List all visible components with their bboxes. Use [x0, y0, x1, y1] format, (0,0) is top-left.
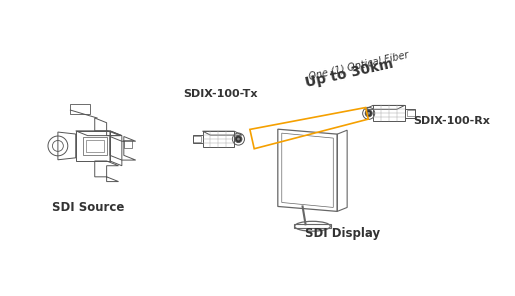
Text: Up to 30km: Up to 30km: [304, 56, 394, 90]
Circle shape: [235, 136, 242, 143]
Text: SDI Display: SDI Display: [304, 227, 380, 240]
Circle shape: [237, 138, 240, 141]
Text: One (1) Optical Fiber: One (1) Optical Fiber: [308, 49, 410, 82]
Circle shape: [367, 112, 370, 115]
Text: SDI Source: SDI Source: [52, 200, 124, 213]
Circle shape: [365, 110, 372, 117]
Text: SDIX-100-Tx: SDIX-100-Tx: [183, 89, 258, 99]
Text: SDIX-100-Rx: SDIX-100-Rx: [414, 116, 490, 126]
